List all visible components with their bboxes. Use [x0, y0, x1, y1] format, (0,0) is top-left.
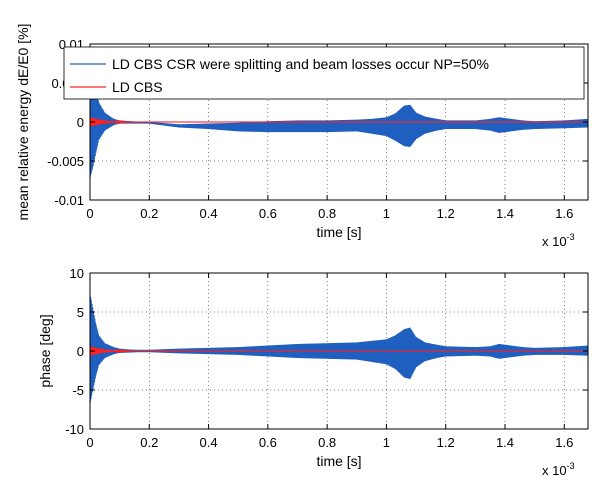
legend-label-series-2: LD CBS	[112, 79, 163, 95]
energy-x-tick-label: 0.6	[259, 206, 277, 221]
energy-y-tick-label: 0	[77, 115, 84, 130]
energy-subplot: 00.20.40.60.811.21.41.6-0.01-0.00500.005…	[15, 24, 589, 249]
energy-x-tick-label: 0.8	[318, 206, 336, 221]
energy-x-exponent-base: x 10	[542, 234, 567, 249]
phase-x-axis-label: time [s]	[316, 453, 361, 469]
energy-x-axis-label: time [s]	[316, 224, 361, 240]
energy-series-csr-line	[89, 55, 589, 177]
phase-x-tick-label: 0	[86, 435, 93, 450]
phase-x-exponent-power: -3	[567, 461, 575, 471]
energy-x-exponent-power: -3	[567, 232, 575, 242]
energy-x-tick-label: 1.4	[496, 206, 514, 221]
phase-series-csr-line	[89, 293, 589, 403]
energy-x-tick-label: 0.2	[140, 206, 158, 221]
energy-y-axis-label: mean relative energy dE/E0 [%]	[15, 24, 31, 221]
phase-y-tick-label: 10	[70, 266, 84, 281]
energy-y-tick-label: -0.01	[54, 193, 84, 208]
energy-x-tick-label: 0	[86, 206, 93, 221]
phase-series	[89, 293, 589, 403]
phase-ticks: 0 0.2 0.4 0.6 0.8 1 1.2 1.4 1.6 -10 -5 0 5 10	[65, 266, 588, 450]
energy-x-tick-label: 1.6	[555, 206, 573, 221]
phase-y-tick-label: 5	[77, 305, 84, 320]
phase-x-tick-label: 0.2	[140, 435, 158, 450]
energy-y-tick-label: -0.005	[47, 154, 84, 169]
phase-x-tick-label: 0.6	[259, 435, 277, 450]
phase-y-axis-label: phase [deg]	[37, 314, 53, 387]
phase-x-tick-label: 0.8	[318, 435, 336, 450]
phase-x-exponent-base: x 10	[542, 463, 567, 478]
legend: LD CBS CSR were splitting and beam losse…	[63, 46, 585, 100]
phase-subplot: 0 0.2 0.4 0.6 0.8 1 1.2 1.4 1.6 -10 -5 0 5 10 time [s…	[37, 266, 589, 478]
phase-x-tick-label: 1	[383, 435, 390, 450]
phase-x-tick-label: 1.2	[437, 435, 455, 450]
phase-x-tick-label: 1.6	[555, 435, 573, 450]
legend-label-series-1: LD CBS CSR were splitting and beam losse…	[112, 56, 489, 72]
phase-y-tick-label: -5	[72, 383, 84, 398]
energy-x-exponent: x 10-3	[542, 232, 575, 249]
phase-x-exponent: x 10-3	[542, 461, 575, 478]
phase-y-tick-label: -10	[65, 422, 84, 437]
phase-y-tick-label: 0	[77, 344, 84, 359]
energy-x-tick-label: 1	[383, 206, 390, 221]
phase-x-tick-label: 0.4	[200, 435, 218, 450]
energy-series	[89, 55, 589, 177]
phase-x-tick-label: 1.4	[496, 435, 514, 450]
energy-x-tick-label: 1.2	[437, 206, 455, 221]
legend-box	[63, 46, 585, 100]
energy-x-tick-label: 0.4	[200, 206, 218, 221]
